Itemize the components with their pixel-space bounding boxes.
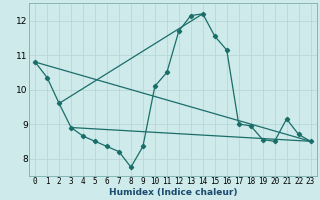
X-axis label: Humidex (Indice chaleur): Humidex (Indice chaleur) (108, 188, 237, 197)
